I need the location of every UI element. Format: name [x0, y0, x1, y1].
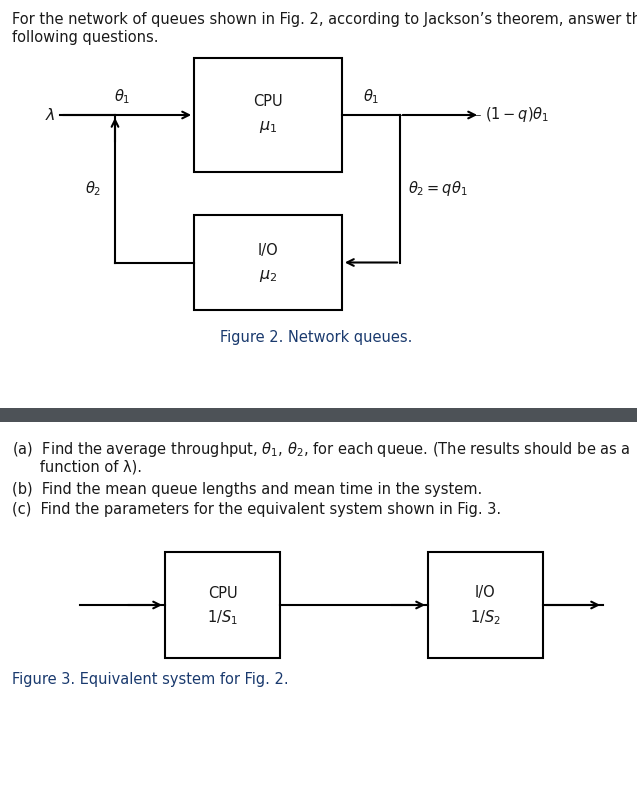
Text: (b)  Find the mean queue lengths and mean time in the system.: (b) Find the mean queue lengths and mean… — [12, 482, 482, 497]
Text: For the network of queues shown in Fig. 2, according to Jackson’s theorem, answe: For the network of queues shown in Fig. … — [12, 12, 637, 27]
Text: (a)  Find the average throughput, $\theta_1$, $\theta_2$, for each queue. (The r: (a) Find the average throughput, $\theta… — [12, 440, 631, 459]
Text: (c)  Find the parameters for the equivalent system shown in Fig. 3.: (c) Find the parameters for the equivale… — [12, 502, 501, 517]
Text: $\theta_1$: $\theta_1$ — [363, 88, 379, 106]
Text: I/O: I/O — [475, 586, 496, 601]
Text: function of λ).: function of λ). — [12, 460, 142, 475]
Bar — [0, 408, 637, 422]
Text: following questions.: following questions. — [12, 30, 159, 45]
Bar — [428, 552, 543, 658]
Text: Figure 2. Network queues.: Figure 2. Network queues. — [220, 330, 412, 345]
Text: $1/S_2$: $1/S_2$ — [470, 608, 501, 627]
Text: $\mu_2$: $\mu_2$ — [259, 268, 277, 283]
Text: Figure 3. Equivalent system for Fig. 2.: Figure 3. Equivalent system for Fig. 2. — [12, 672, 289, 687]
Text: $(1-q)\theta_1$: $(1-q)\theta_1$ — [485, 105, 549, 125]
Bar — [194, 58, 342, 172]
Bar — [194, 215, 342, 310]
Text: $\theta_2$: $\theta_2$ — [85, 180, 101, 198]
Text: $\mu_1$: $\mu_1$ — [259, 119, 277, 135]
Text: $\lambda$: $\lambda$ — [45, 107, 55, 123]
Text: $\theta_2 = q\theta_1$: $\theta_2 = q\theta_1$ — [408, 179, 468, 199]
Text: CPU: CPU — [253, 93, 283, 108]
Text: CPU: CPU — [208, 586, 238, 601]
Text: $1/S_1$: $1/S_1$ — [207, 608, 238, 627]
Text: $\theta_1$: $\theta_1$ — [114, 88, 130, 106]
Bar — [165, 552, 280, 658]
Text: I/O: I/O — [257, 243, 278, 258]
